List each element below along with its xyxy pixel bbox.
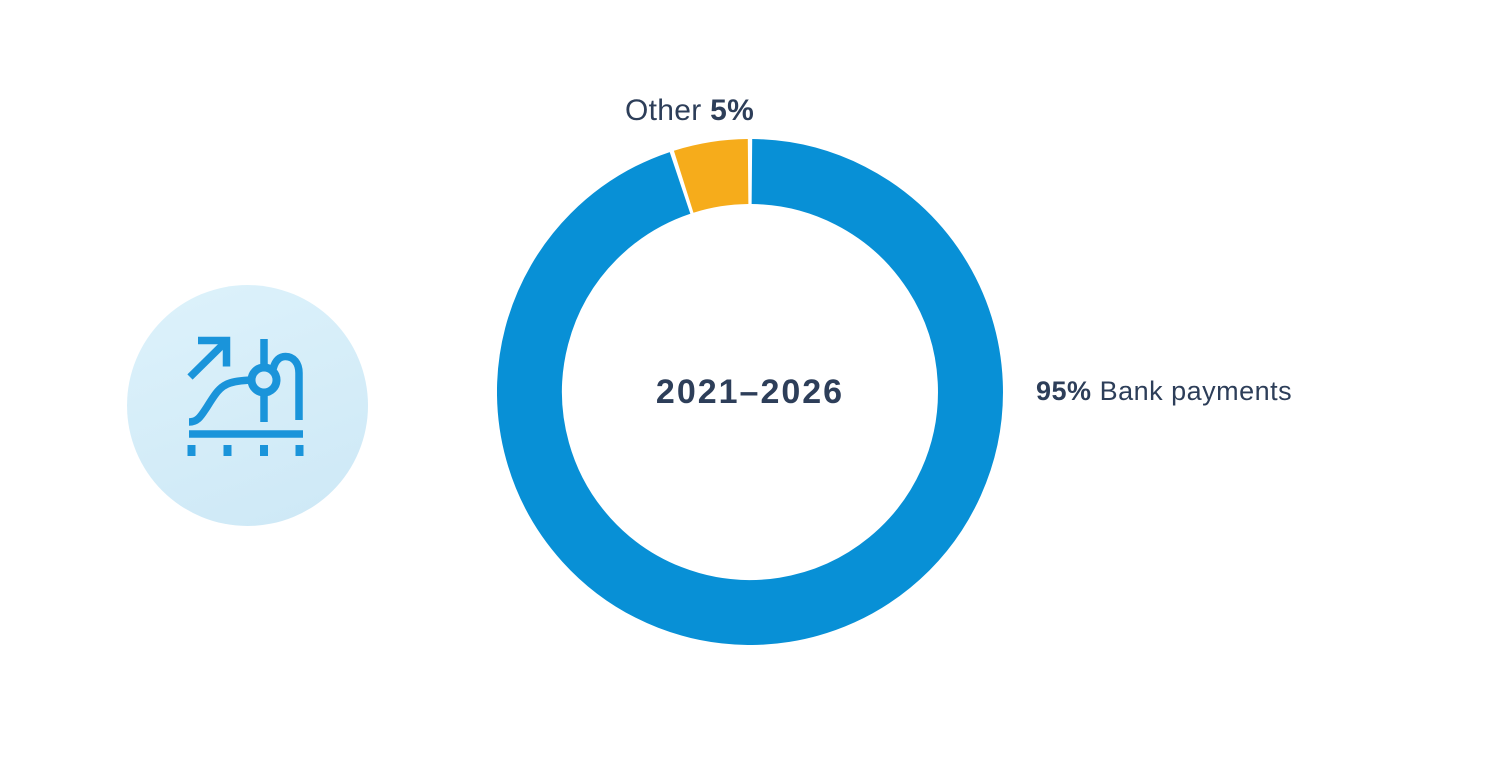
- bank-slice-label-value: 95%: [1036, 376, 1092, 406]
- other-slice-label: Other 5%: [625, 94, 754, 128]
- data-point-icon: [247, 363, 281, 397]
- arrow-head: [198, 336, 231, 367]
- bank-slice-label: 95% Bank payments: [1036, 376, 1292, 407]
- growth-chart-icon: [127, 285, 368, 526]
- axis-ticks: [187, 445, 304, 456]
- arrow-up-right-icon: [187, 339, 228, 380]
- donut-chart: [497, 139, 1003, 645]
- other-slice-label-value: 5%: [710, 94, 755, 127]
- bank-slice-label-text: Bank payments: [1099, 376, 1293, 406]
- donut-slice-bank-payments: [497, 139, 1003, 645]
- growth-chart-icon-glyph: [187, 336, 304, 456]
- donut-slice-other: [673, 139, 750, 213]
- donut-chart-svg: [497, 139, 1003, 645]
- other-slice-label-text: Other: [625, 94, 702, 127]
